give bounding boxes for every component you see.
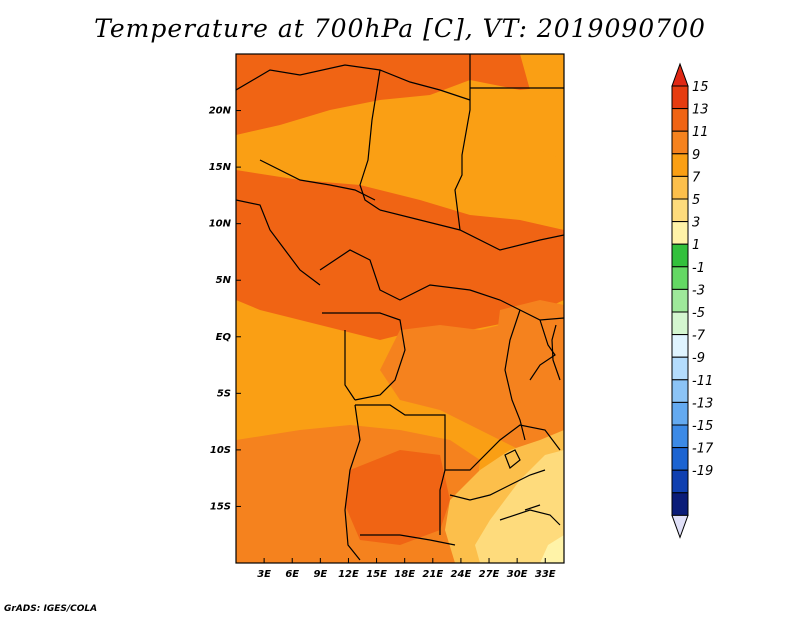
map-field — [236, 54, 564, 563]
colorbar-swatch — [671, 221, 689, 245]
colorbar-label: -9 — [692, 351, 705, 366]
colorbar-label: -13 — [692, 396, 713, 411]
colorbar-swatch — [671, 469, 689, 494]
colorbar-swatch — [671, 424, 689, 449]
colorbar-swatch — [671, 334, 689, 358]
colorbar-swatch — [671, 447, 689, 471]
colorbar-label: 7 — [692, 170, 701, 185]
colorbar: 15 13 11 9 7 5 3 1 -1 -3 -5 -7 -9 -11 -13 -15 -17 -19 — [671, 62, 714, 539]
colorbar-label: 15 — [692, 80, 709, 95]
colorbar-swatch — [671, 356, 689, 381]
x-tick-label: 30E — [507, 569, 528, 580]
y-tick-label: 10N — [209, 219, 232, 230]
field-east-lakes — [495, 300, 564, 410]
colorbar-swatch — [671, 85, 689, 110]
colorbar-label: 3 — [692, 216, 700, 231]
colorbar-swatch — [671, 108, 689, 132]
colorbar-label: -17 — [692, 442, 714, 457]
y-tick-label: 5N — [216, 275, 232, 286]
colorbar-label: -5 — [692, 306, 705, 321]
colorbar-label: 5 — [692, 193, 700, 208]
colorbar-swatch — [671, 198, 689, 223]
x-tick-label: 18E — [394, 569, 415, 580]
colorbar-swatch — [671, 401, 689, 426]
colorbar-swatch — [671, 153, 689, 177]
x-tick-label: 9E — [313, 569, 327, 580]
colorbar-label: 13 — [692, 103, 709, 118]
y-tick-label: 15N — [209, 162, 232, 173]
colorbar-swatch — [671, 175, 689, 200]
field-central-belt — [236, 170, 564, 340]
colorbar-under-arrow — [671, 514, 689, 539]
colorbar-swatch — [671, 266, 689, 290]
colorbar-label: -19 — [692, 464, 713, 479]
colorbar-swatch — [671, 379, 689, 403]
field-north-warm-band — [236, 54, 564, 135]
x-tick-label: 21E — [422, 569, 443, 580]
colorbar-label: 1 — [692, 238, 700, 253]
y-tick-label: 5S — [217, 388, 231, 399]
x-tick-label: 6E — [285, 569, 299, 580]
colorbar-swatch — [671, 130, 689, 155]
colorbar-label: -15 — [692, 419, 713, 434]
y-tick-label: 10S — [210, 445, 231, 456]
x-axis: 3E 6E 9E 12E 15E 18E 21E 24E 27E 30E 33E — [257, 558, 556, 580]
country-borders — [236, 54, 564, 561]
field-southeast-cold-corner — [540, 535, 564, 563]
colorbar-label: -3 — [692, 283, 705, 298]
x-tick-label: 12E — [338, 569, 359, 580]
x-tick-label: 27E — [479, 569, 500, 580]
x-tick-label: 3E — [257, 569, 271, 580]
colorbar-swatch — [671, 311, 689, 336]
colorbar-label: -7 — [692, 329, 706, 344]
y-tick-label: 15S — [210, 501, 231, 512]
map-frame — [235, 53, 565, 564]
colorbar-swatch — [671, 243, 689, 268]
colorbar-label: 9 — [692, 148, 700, 163]
x-tick-label: 33E — [535, 569, 556, 580]
field-northeast-warm — [520, 54, 564, 160]
x-tick-label: 15E — [366, 569, 387, 580]
colorbar-label: -1 — [692, 261, 705, 276]
x-tick-label: 24E — [451, 569, 472, 580]
colorbar-label: -11 — [692, 374, 713, 389]
colorbar-swatch — [671, 492, 689, 516]
colorbar-label: 11 — [692, 125, 709, 140]
grads-credit: GrADS: IGES/COLA — [4, 604, 98, 614]
colorbar-swatch — [671, 288, 689, 313]
colorbar-over-arrow — [671, 62, 689, 87]
chart-title: Temperature at 700hPa [C], VT: 201909070… — [94, 14, 706, 43]
y-tick-label: EQ — [216, 332, 232, 343]
y-tick-label: 20N — [209, 106, 232, 117]
y-axis: 20N 15N 10N 5N EQ 5S 10S 15S — [209, 106, 241, 512]
field-south-hot-core — [345, 450, 450, 545]
field-southeast-cool — [475, 450, 564, 563]
